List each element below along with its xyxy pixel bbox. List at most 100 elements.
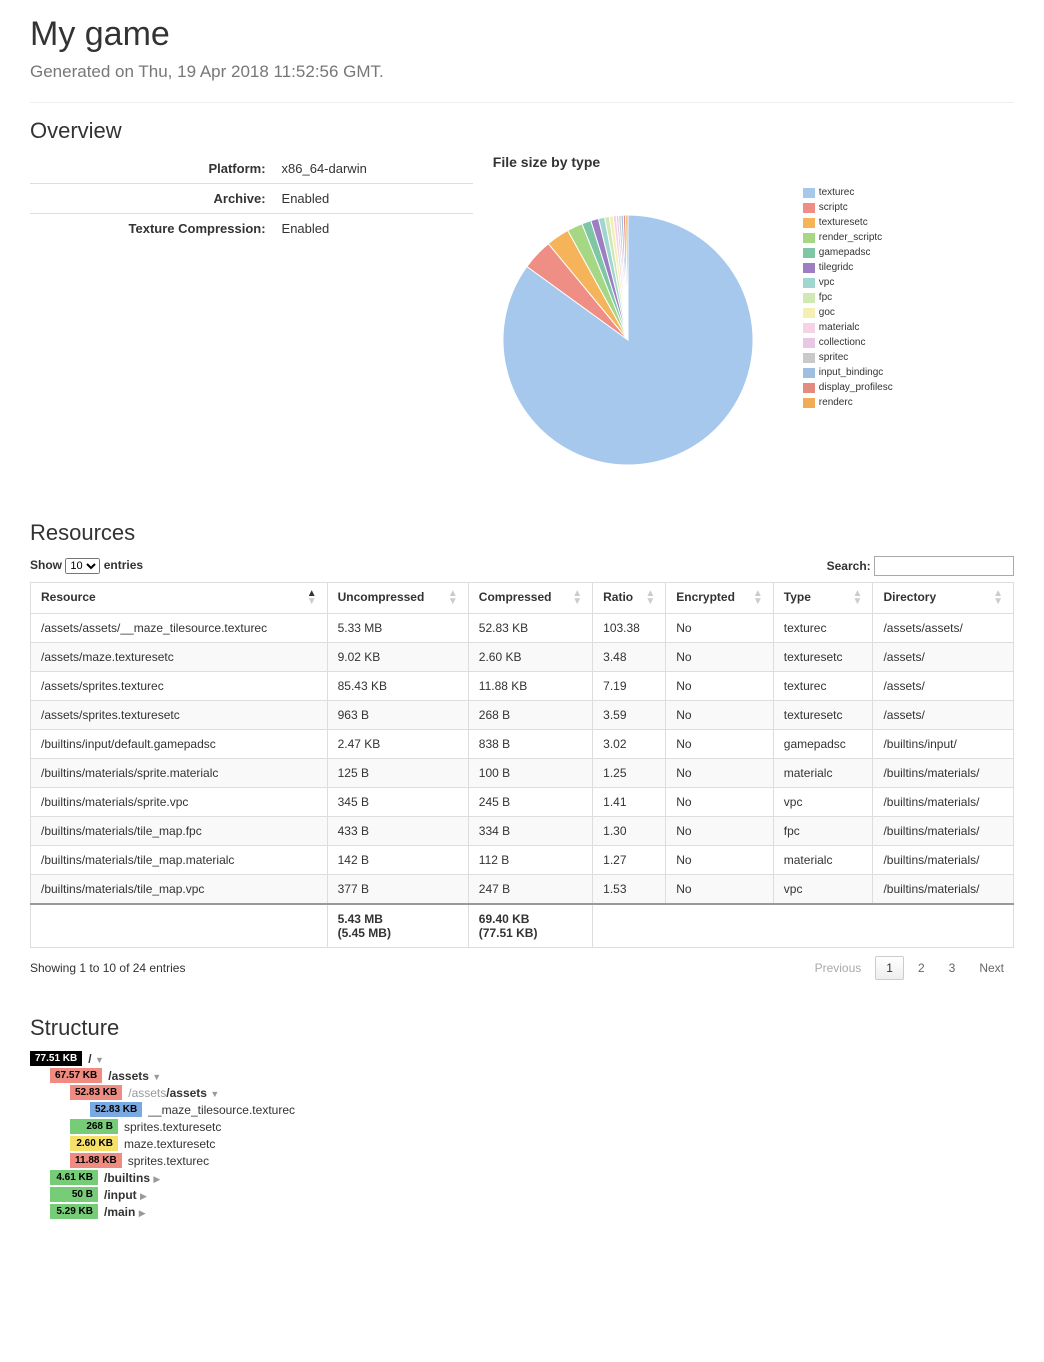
size-badge: 268 B: [70, 1119, 118, 1134]
table-cell: 3.02: [593, 730, 666, 759]
legend-label: texturesetc: [819, 215, 868, 230]
table-cell: /builtins/materials/tile_map.materialc: [31, 846, 328, 875]
chevron-right-icon: ▶: [153, 1174, 160, 1184]
tree-node[interactable]: 77.51 KB/ ▼: [30, 1051, 1014, 1066]
table-cell: No: [666, 614, 774, 643]
table-cell: texturec: [773, 614, 873, 643]
column-header[interactable]: Compressed ▲▼: [468, 583, 592, 614]
legend-swatch: [803, 248, 815, 258]
table-row: /builtins/materials/tile_map.fpc433 B334…: [31, 817, 1014, 846]
table-cell: 345 B: [327, 788, 468, 817]
table-cell: /builtins/materials/: [873, 759, 1014, 788]
table-cell: 7.19: [593, 672, 666, 701]
size-badge: 67.57 KB: [50, 1068, 102, 1083]
legend-label: goc: [819, 305, 835, 320]
column-header[interactable]: Ratio ▲▼: [593, 583, 666, 614]
tree-node[interactable]: 4.61 KB/builtins ▶: [30, 1170, 1014, 1185]
table-cell: /builtins/input/: [873, 730, 1014, 759]
legend-label: texturec: [819, 185, 855, 200]
chevron-right-icon: ▶: [139, 1208, 146, 1218]
page-title: My game: [30, 15, 1014, 54]
table-cell: 3.59: [593, 701, 666, 730]
overview-key: Texture Compression:: [30, 214, 274, 244]
table-cell: /builtins/materials/: [873, 846, 1014, 875]
table-cell: 5.33 MB: [327, 614, 468, 643]
resources-heading: Resources: [30, 520, 1014, 546]
legend-swatch: [803, 353, 815, 363]
tree-label: sprites.texturec: [128, 1154, 209, 1168]
column-header[interactable]: Uncompressed ▲▼: [327, 583, 468, 614]
tree-label: maze.texturesetc: [124, 1137, 215, 1151]
chevron-right-icon: ▶: [140, 1191, 147, 1201]
table-cell: No: [666, 730, 774, 759]
legend-swatch: [803, 293, 815, 303]
tree-label: /assets ▼: [108, 1069, 161, 1083]
table-cell: No: [666, 672, 774, 701]
pager-page[interactable]: 3: [939, 957, 966, 979]
table-cell: gamepadsc: [773, 730, 873, 759]
tree-node[interactable]: 67.57 KB/assets ▼: [30, 1068, 1014, 1083]
table-cell: /assets/: [873, 643, 1014, 672]
legend-swatch: [803, 218, 815, 228]
table-cell: materialc: [773, 846, 873, 875]
pager-page[interactable]: 1: [875, 956, 904, 980]
table-cell: /assets/: [873, 672, 1014, 701]
legend-label: spritec: [819, 350, 848, 365]
table-cell: texturesetc: [773, 643, 873, 672]
page-subtitle: Generated on Thu, 19 Apr 2018 11:52:56 G…: [30, 62, 1014, 82]
table-cell: 247 B: [468, 875, 592, 905]
column-header[interactable]: Type ▲▼: [773, 583, 873, 614]
tree-node[interactable]: 268 B sprites.texturesetc: [30, 1119, 1014, 1134]
table-cell: /builtins/input/default.gamepadsc: [31, 730, 328, 759]
resources-table: Resource ▲▼Uncompressed ▲▼Compressed ▲▼R…: [30, 582, 1014, 948]
pager-next[interactable]: Next: [969, 957, 1014, 979]
size-badge: 2.60 KB: [70, 1136, 118, 1151]
overview-table: Platform:x86_64-darwinArchive:EnabledTex…: [30, 154, 473, 243]
tree-node[interactable]: 11.88 KB sprites.texturec: [30, 1153, 1014, 1168]
tree-label: __maze_tilesource.texturec: [148, 1103, 295, 1117]
size-badge: 5.29 KB: [50, 1204, 98, 1219]
table-cell: materialc: [773, 759, 873, 788]
column-header[interactable]: Directory ▲▼: [873, 583, 1014, 614]
tree-label: /builtins ▶: [104, 1171, 160, 1185]
table-row: /assets/sprites.texturesetc963 B268 B3.5…: [31, 701, 1014, 730]
show-label: Show: [30, 558, 62, 572]
pager-page[interactable]: 2: [908, 957, 935, 979]
overview-val: Enabled: [274, 184, 473, 214]
tree-node[interactable]: 2.60 KB maze.texturesetc: [30, 1136, 1014, 1151]
legend-swatch: [803, 278, 815, 288]
page-size-select[interactable]: 10: [65, 558, 100, 574]
size-badge: 11.88 KB: [70, 1153, 122, 1168]
column-header[interactable]: Resource ▲▼: [31, 583, 328, 614]
table-cell: No: [666, 788, 774, 817]
column-header[interactable]: Encrypted ▲▼: [666, 583, 774, 614]
tree-label: sprites.texturesetc: [124, 1120, 221, 1134]
search-input[interactable]: [874, 556, 1014, 576]
tree-node[interactable]: 52.83 KB/assets/assets ▼: [30, 1085, 1014, 1100]
table-cell: /assets/sprites.texturesetc: [31, 701, 328, 730]
tree-node[interactable]: 52.83 KB__maze_tilesource.texturec: [30, 1102, 1014, 1117]
pager-prev[interactable]: Previous: [805, 957, 872, 979]
legend-swatch: [803, 308, 815, 318]
size-badge: 77.51 KB: [30, 1051, 82, 1066]
table-cell: vpc: [773, 875, 873, 905]
tree-label: /main ▶: [104, 1205, 146, 1219]
table-cell: 9.02 KB: [327, 643, 468, 672]
table-cell: /assets/assets/__maze_tilesource.texture…: [31, 614, 328, 643]
table-cell: 245 B: [468, 788, 592, 817]
tree-node[interactable]: 50 B/input ▶: [30, 1187, 1014, 1202]
overview-val: x86_64-darwin: [274, 154, 473, 184]
table-row: /assets/assets/__maze_tilesource.texture…: [31, 614, 1014, 643]
tree-node[interactable]: 5.29 KB/main ▶: [30, 1204, 1014, 1219]
size-badge: 50 B: [50, 1187, 98, 1202]
table-cell: vpc: [773, 788, 873, 817]
table-cell: 433 B: [327, 817, 468, 846]
legend-label: materialc: [819, 320, 860, 335]
legend-label: render_scriptc: [819, 230, 882, 245]
legend-swatch: [803, 368, 815, 378]
table-cell: 85.43 KB: [327, 672, 468, 701]
table-row: /builtins/materials/sprite.vpc345 B245 B…: [31, 788, 1014, 817]
size-badge: 4.61 KB: [50, 1170, 98, 1185]
table-cell: 838 B: [468, 730, 592, 759]
table-cell: 2.60 KB: [468, 643, 592, 672]
